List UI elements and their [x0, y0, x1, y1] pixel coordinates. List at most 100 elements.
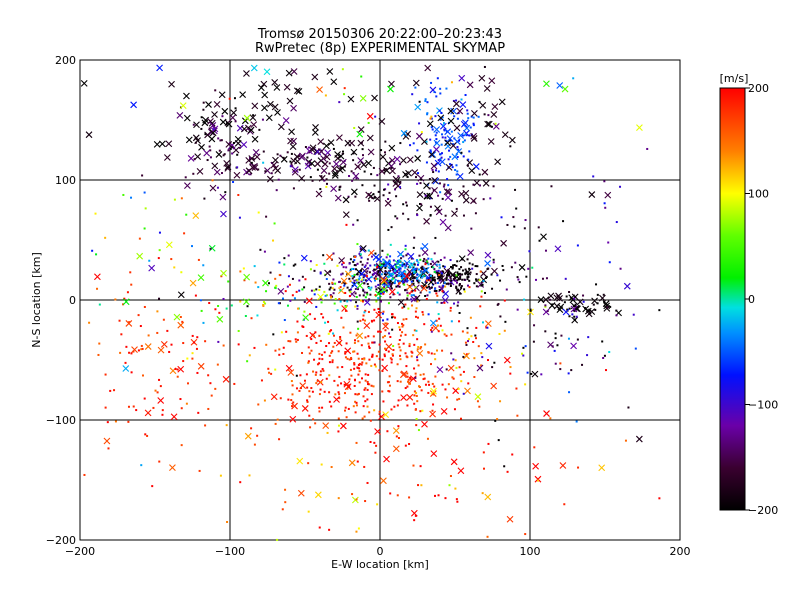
data-point-dot	[209, 247, 212, 250]
data-point-dot	[414, 372, 417, 375]
data-point-dot	[259, 248, 262, 251]
data-point-dot	[416, 400, 419, 403]
data-point-cross	[423, 192, 431, 200]
data-point-dot	[338, 397, 341, 400]
data-point-dot	[377, 330, 380, 333]
data-point-dot	[480, 352, 483, 355]
data-point-dot	[282, 156, 285, 159]
data-point-dot	[388, 390, 391, 393]
data-point-dot	[319, 298, 322, 301]
data-point-dot	[475, 273, 478, 276]
data-point-dot	[403, 305, 406, 308]
data-point-dot	[396, 291, 399, 294]
data-point-dot	[362, 154, 365, 157]
data-point-dot	[161, 413, 164, 416]
data-point-dot	[384, 266, 387, 269]
data-point-dot	[369, 440, 372, 443]
x-tick-label: −100	[215, 545, 245, 558]
data-point-dot	[465, 270, 468, 273]
data-point-dot	[341, 68, 344, 71]
data-point-dot	[288, 283, 291, 286]
data-point-cross	[446, 135, 454, 142]
data-point-dot	[407, 218, 410, 221]
data-point-dot	[353, 378, 356, 381]
data-point-cross	[537, 296, 545, 304]
data-point-cross	[334, 194, 342, 202]
data-point-cross	[554, 245, 562, 253]
data-point-dot	[459, 417, 462, 420]
data-point-cross	[540, 233, 547, 241]
data-point-dot	[295, 290, 298, 293]
data-point-dot	[413, 263, 416, 266]
data-point-dot	[453, 302, 456, 305]
data-point-cross	[287, 137, 294, 145]
data-point-cross	[433, 139, 441, 147]
data-point-dot	[467, 273, 470, 276]
data-point-dot	[330, 295, 333, 298]
data-point-dot	[356, 320, 359, 323]
data-point-cross	[378, 118, 386, 125]
data-point-dot	[442, 185, 445, 188]
data-point-dot	[359, 319, 362, 322]
data-point-dot	[211, 179, 214, 182]
data-point-cross	[250, 64, 258, 72]
data-point-dot	[137, 349, 140, 352]
data-point-dot	[478, 405, 481, 408]
data-point-dot	[458, 320, 461, 323]
data-point-dot	[419, 291, 422, 294]
data-point-dot	[462, 355, 465, 358]
data-point-dot	[263, 399, 266, 402]
data-point-dot	[253, 443, 256, 446]
data-point-dot	[455, 498, 458, 501]
data-point-dot	[144, 433, 147, 436]
data-point-cross	[458, 190, 465, 198]
data-point-dot	[632, 313, 635, 316]
data-point-dot	[429, 276, 432, 279]
data-point-dot	[356, 219, 359, 222]
data-point-dot	[474, 265, 477, 268]
data-point-dot	[229, 147, 232, 150]
data-point-dot	[602, 357, 605, 360]
data-point-dot	[405, 264, 408, 267]
data-point-cross	[185, 136, 193, 144]
data-point-dot	[324, 321, 327, 324]
data-point-dot	[387, 285, 390, 288]
data-point-dot	[379, 330, 382, 333]
data-point-cross	[356, 282, 364, 290]
data-point-cross	[249, 114, 257, 122]
data-point-dot	[399, 267, 402, 270]
data-point-dot	[338, 393, 341, 396]
data-point-dot	[156, 310, 159, 313]
data-point-dot	[338, 281, 341, 284]
data-point-dot	[435, 95, 438, 98]
data-point-dot	[351, 179, 354, 182]
data-point-dot	[143, 305, 146, 308]
data-point-cross	[410, 295, 418, 303]
data-point-dot	[450, 352, 453, 355]
data-point-dot	[433, 271, 436, 274]
data-point-dot	[381, 264, 384, 267]
data-point-dot	[367, 121, 370, 124]
data-point-cross	[309, 144, 317, 152]
data-point-dot	[289, 340, 292, 343]
data-point-dot	[309, 313, 312, 316]
data-point-dot	[439, 270, 442, 273]
data-point-dot	[239, 300, 242, 303]
data-point-dot	[485, 326, 488, 329]
data-point-dot	[343, 284, 346, 287]
data-point-dot	[499, 400, 502, 403]
data-point-dot	[366, 258, 369, 261]
data-point-dot	[217, 304, 220, 307]
data-point-dot	[192, 123, 195, 126]
data-point-dot	[436, 281, 439, 284]
data-point-cross	[387, 85, 394, 93]
data-point-dot	[462, 370, 465, 373]
data-point-dot	[417, 484, 420, 487]
data-point-dot	[450, 333, 453, 336]
data-point-dot	[410, 350, 413, 353]
data-point-dot	[315, 341, 318, 344]
data-point-dot	[430, 265, 433, 268]
data-point-cross	[240, 125, 248, 133]
data-point-dot	[306, 400, 309, 403]
data-point-dot	[361, 184, 364, 187]
